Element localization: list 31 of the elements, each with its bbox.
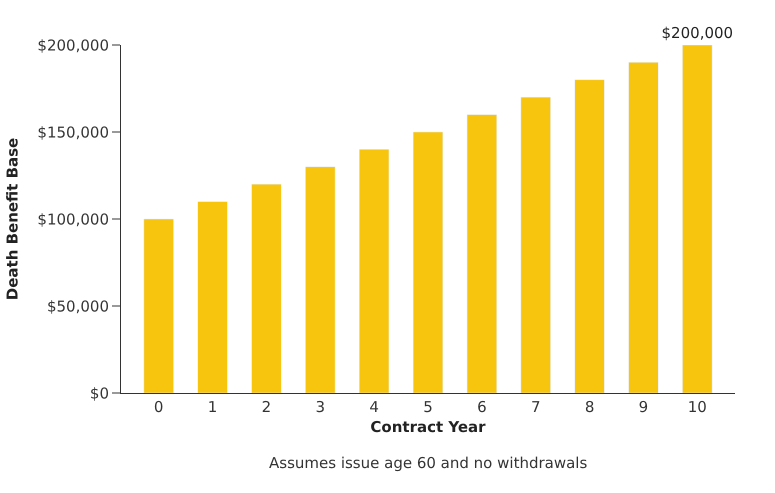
bar [359,149,390,393]
text: Assumes issue age 60 and no withdrawals [269,454,588,472]
x-tick-label: 1 [208,398,218,416]
bar [305,166,336,393]
bar [412,132,444,393]
bar [466,114,497,393]
x-tick-label: 2 [262,398,272,416]
x-tick-label: 6 [477,398,487,416]
bar [520,96,551,393]
x-tick-label: 4 [369,398,379,416]
bar [251,184,282,393]
y-tick-label: $50,000 [46,297,109,316]
bar [198,201,228,393]
x-tick-label: 0 [154,398,164,416]
x-tick-label: 8 [584,398,594,416]
bar [682,45,712,393]
x-tick-label: 3 [316,398,326,416]
data-label: $200,000 [662,24,734,42]
y-tick-label: $200,000 [37,36,109,54]
y-tick-label: $100,000 [37,210,109,228]
bar [628,62,658,393]
x-axis-title: Contract Year [370,418,486,436]
y-axis-title: Death Benefit Base [4,138,22,300]
y-tick-label: $150,000 [37,123,109,142]
x-tick-label: 7 [530,398,540,416]
y-tick-label: $0 [90,384,109,402]
bar [144,218,174,393]
x-tick-label: 5 [423,398,433,416]
x-tick-label: 10 [688,398,707,416]
bar [574,80,605,393]
x-tick-label: 9 [638,398,648,416]
